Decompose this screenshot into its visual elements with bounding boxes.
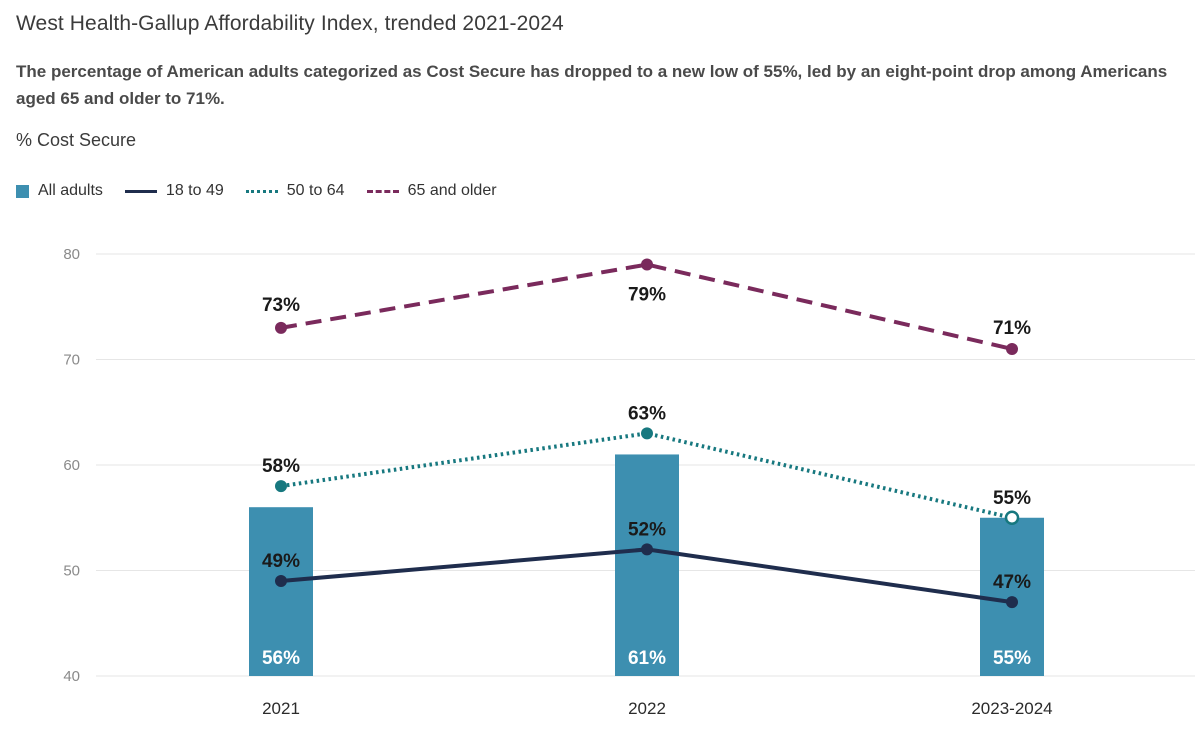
point-65-and-older-2022 [641,258,653,271]
unit-label: % Cost Secure [16,130,137,150]
legend-label-18-to-49: 18 to 49 [165,182,224,199]
data-label-18-to-49-2021: 49% [262,551,300,572]
point-50-to-64-2023-2024 [1004,510,1020,525]
data-label-18-to-49-2023-2024: 47% [993,572,1031,593]
point-18-to-49-2023-2024 [1006,596,1018,609]
chart-area: 40 50 60 70 80 56% 61% 55% 49% 52% 47% 58% 63% 55% 73%… [63,246,1195,718]
legend-label-all-adults: All adults [38,182,103,199]
bar-label-all-adults-2023-2024: 55% [993,648,1031,669]
legend-item-all-adults[interactable]: All adults [16,182,103,200]
data-label-65-and-older-2021: 73% [262,295,300,316]
legend-item-65-and-older[interactable]: 65 and older [366,182,497,200]
y-tick-label-70: 70 [63,352,80,369]
point-18-to-49-2022 [641,543,653,556]
legend-swatch-18-to-49 [124,189,157,193]
point-50-to-64-2021 [275,480,287,493]
point-50-to-64-2022 [641,427,653,440]
bar-label-all-adults-2022: 61% [628,648,666,669]
legend-item-50-to-64[interactable]: 50 to 64 [245,182,345,200]
line-65-and-older [280,262,1013,351]
legend-swatch-65-and-older [366,189,399,193]
y-tick-label-60: 60 [63,457,80,474]
point-18-to-49-2021 [275,575,287,588]
chart-title: West Health-Gallup Affordability Index, … [16,12,564,35]
legend-label-50-to-64: 50 to 64 [286,182,345,199]
x-tick-label-2023-2024: 2023-2024 [971,699,1052,718]
legend-swatch-50-to-64 [245,189,278,193]
y-tick-label-80: 80 [63,246,80,263]
legend-label-65-and-older: 65 and older [407,182,497,199]
line-50-to-64 [280,431,1013,520]
bar-all-adults-2021 [249,507,313,676]
point-65-and-older-2021 [275,321,287,334]
y-tick-label-40: 40 [63,668,80,685]
data-label-50-to-64-2022: 63% [628,403,666,424]
data-label-50-to-64-2023-2024: 55% [993,488,1031,509]
x-tick-label-2021: 2021 [262,699,300,718]
data-label-65-and-older-2022: 79% [628,285,666,306]
data-label-50-to-64-2021: 58% [262,456,300,477]
point-65-and-older-2023-2024 [1006,342,1018,355]
x-tick-label-2022: 2022 [628,699,666,718]
y-tick-label-50: 50 [63,563,80,580]
data-label-18-to-49-2022: 52% [628,519,666,540]
bar-all-adults-2022 [615,454,679,676]
data-label-65-and-older-2023-2024: 71% [993,318,1031,339]
chart-legend: All adults 18 to 49 50 to 64 65 and olde… [16,181,519,201]
chart-subtitle: The percentage of American adults catego… [16,62,1168,108]
legend-swatch-all-adults [16,184,29,198]
legend-item-18-to-49[interactable]: 18 to 49 [124,182,224,200]
bar-label-all-adults-2021: 56% [262,648,300,669]
